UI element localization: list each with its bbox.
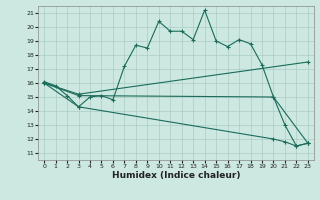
X-axis label: Humidex (Indice chaleur): Humidex (Indice chaleur) bbox=[112, 171, 240, 180]
